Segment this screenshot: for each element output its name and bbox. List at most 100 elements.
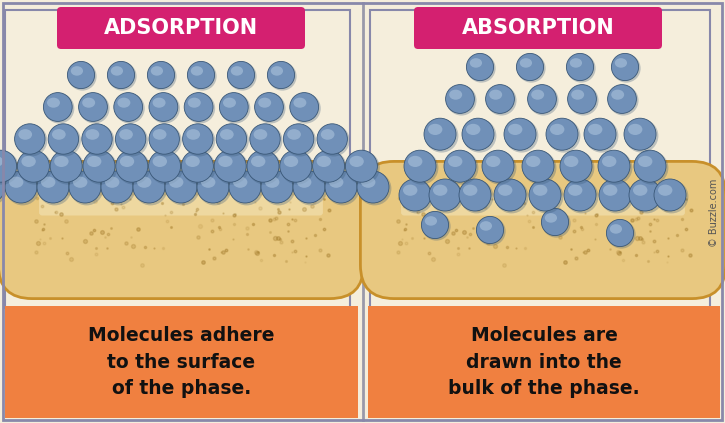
Ellipse shape [542,209,571,238]
Ellipse shape [220,93,248,121]
Ellipse shape [147,61,175,88]
Ellipse shape [108,62,136,91]
Ellipse shape [169,176,183,188]
Ellipse shape [357,171,389,203]
FancyBboxPatch shape [5,306,358,418]
Ellipse shape [102,172,136,206]
Ellipse shape [265,176,279,188]
Ellipse shape [494,179,526,211]
Ellipse shape [186,156,200,167]
Ellipse shape [560,150,592,182]
Ellipse shape [86,129,99,140]
Ellipse shape [268,62,297,91]
Ellipse shape [550,124,564,135]
Ellipse shape [281,151,314,184]
Ellipse shape [498,184,513,196]
Ellipse shape [297,176,312,188]
Ellipse shape [44,93,75,124]
Ellipse shape [428,124,442,135]
Ellipse shape [294,98,307,108]
Ellipse shape [116,124,148,157]
Ellipse shape [408,156,423,167]
Ellipse shape [634,150,666,182]
Ellipse shape [433,184,447,196]
Ellipse shape [293,171,325,203]
Ellipse shape [523,151,556,184]
Ellipse shape [255,93,286,124]
Ellipse shape [287,129,301,140]
Ellipse shape [486,85,515,113]
Ellipse shape [533,184,547,196]
Ellipse shape [608,85,637,113]
Ellipse shape [630,180,663,213]
Ellipse shape [655,180,689,213]
Ellipse shape [570,58,582,68]
Ellipse shape [149,124,179,154]
Ellipse shape [68,62,96,91]
Ellipse shape [152,156,167,167]
Ellipse shape [183,124,213,154]
Ellipse shape [566,53,594,81]
FancyBboxPatch shape [414,7,662,49]
Ellipse shape [349,156,364,167]
FancyBboxPatch shape [401,195,685,215]
Ellipse shape [69,171,101,203]
Ellipse shape [561,151,594,184]
FancyBboxPatch shape [39,195,323,215]
Ellipse shape [82,98,95,108]
Ellipse shape [546,118,578,150]
Ellipse shape [504,118,536,150]
Ellipse shape [462,118,494,150]
Ellipse shape [463,119,497,153]
Ellipse shape [117,151,150,184]
Ellipse shape [567,54,596,82]
Ellipse shape [117,98,130,108]
Text: Molecules are
drawn into the
bulk of the phase.: Molecules are drawn into the bulk of the… [448,326,639,398]
Ellipse shape [444,150,476,182]
Ellipse shape [218,156,233,167]
Ellipse shape [445,151,478,184]
Ellipse shape [404,150,436,182]
Ellipse shape [185,93,215,124]
FancyBboxPatch shape [5,10,350,308]
Ellipse shape [115,93,145,124]
Ellipse shape [165,171,197,203]
Ellipse shape [54,156,69,167]
Ellipse shape [251,156,265,167]
Ellipse shape [421,212,449,239]
Ellipse shape [217,124,249,157]
Ellipse shape [37,171,69,203]
Ellipse shape [520,58,532,68]
Ellipse shape [215,151,249,184]
Ellipse shape [254,93,283,121]
Ellipse shape [148,62,177,91]
Ellipse shape [51,151,85,184]
Ellipse shape [313,151,347,184]
Ellipse shape [526,156,540,167]
Ellipse shape [658,184,672,196]
Ellipse shape [197,171,229,203]
Ellipse shape [547,119,581,153]
Ellipse shape [654,179,686,211]
Ellipse shape [565,180,598,213]
Ellipse shape [107,61,135,88]
Ellipse shape [603,184,618,196]
Ellipse shape [284,124,316,157]
Ellipse shape [70,172,104,206]
Ellipse shape [425,119,458,153]
Ellipse shape [568,184,582,196]
Ellipse shape [486,85,516,115]
Ellipse shape [568,85,597,113]
FancyBboxPatch shape [57,7,305,49]
Ellipse shape [480,221,492,231]
Ellipse shape [216,124,246,154]
Ellipse shape [149,93,178,121]
Text: ADSORPTION: ADSORPTION [104,18,258,38]
Ellipse shape [522,150,554,182]
Ellipse shape [186,129,200,140]
Ellipse shape [38,172,71,206]
FancyBboxPatch shape [0,162,364,299]
Ellipse shape [182,151,216,184]
Ellipse shape [251,124,283,157]
Ellipse shape [48,124,78,154]
